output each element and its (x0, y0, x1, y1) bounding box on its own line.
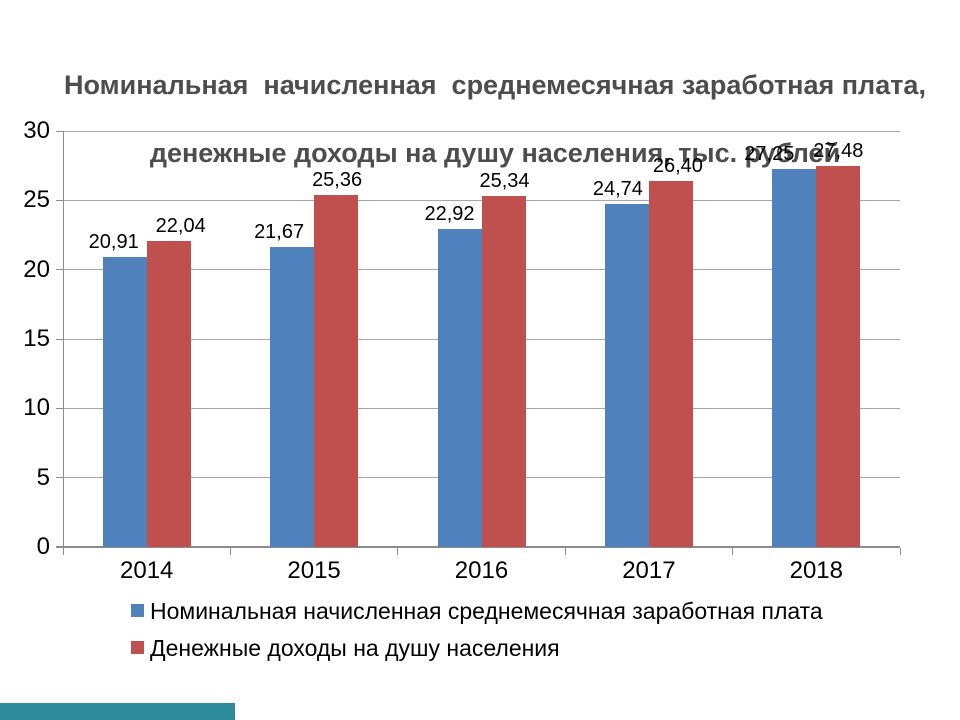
x-axis-tick (732, 548, 734, 555)
bar-income-2018 (816, 165, 861, 547)
bar-wage-2015 (270, 246, 315, 547)
y-axis-tick (56, 130, 63, 132)
bar-value-label: 27,48 (813, 139, 864, 162)
bar-value-label: 20,91 (88, 231, 139, 254)
x-axis-category-label: 2014 (120, 557, 174, 584)
y-axis-tick-label: 15 (23, 325, 50, 352)
y-axis-tick (56, 477, 63, 479)
legend-label-wage: Номинальная начисленная среднемесячная з… (150, 598, 823, 624)
legend-label-income: Денежные доходы на душу населения (150, 635, 560, 661)
x-axis-tick (899, 548, 901, 555)
x-axis-category-label: 2017 (622, 557, 676, 584)
gridline (63, 130, 900, 132)
y-axis-tick-label: 25 (23, 186, 50, 214)
bar-value-label: 22,04 (155, 215, 206, 238)
x-axis-tick (397, 548, 399, 555)
y-axis-tick-label: 20 (23, 255, 50, 283)
bar-value-label: 25,34 (479, 169, 530, 192)
bar-value-label: 27,25 (744, 143, 795, 166)
bar-wage-2016 (437, 229, 482, 547)
chart-title-line2: денежные доходы на душу населения, тыс. … (149, 138, 841, 168)
bar-value-label: 21,67 (254, 220, 305, 243)
y-axis-tick-label: 5 (36, 463, 50, 491)
y-axis-tick (56, 407, 63, 409)
bar-income-2016 (481, 195, 526, 547)
bar-income-2017 (648, 180, 693, 547)
footer-accent-bar (0, 703, 235, 720)
y-axis-tick (56, 199, 63, 201)
x-axis-tick (62, 548, 64, 555)
chart-title-line1: Номинальная начисленная среднемесячная з… (64, 70, 926, 100)
y-axis-tick (56, 269, 63, 271)
x-axis-tick (564, 548, 566, 555)
legend: Номинальная начисленная среднемесячная з… (131, 598, 931, 668)
x-axis-line (56, 546, 900, 548)
legend-swatch-income (131, 641, 144, 654)
chart-title: Номинальная начисленная среднемесячная з… (0, 34, 960, 204)
bar-income-2014 (146, 241, 191, 547)
y-axis-tick (56, 338, 63, 340)
bar-wage-2017 (604, 203, 649, 547)
x-axis-tick (229, 548, 231, 555)
legend-swatch-wage (131, 604, 144, 617)
bar-value-label: 25,36 (312, 169, 363, 192)
y-axis-tick-label: 30 (23, 117, 50, 144)
bar-value-label: 24,74 (592, 177, 643, 200)
bar-income-2015 (314, 195, 359, 547)
bar-value-label: 22,92 (424, 203, 475, 226)
x-axis-category-label: 2018 (789, 557, 843, 584)
y-axis-tick-label: 0 (36, 533, 50, 560)
y-axis-line (63, 131, 64, 554)
x-axis-category-label: 2016 (454, 557, 509, 584)
bar-wage-2014 (102, 257, 147, 547)
bar-value-label: 26,40 (652, 154, 703, 177)
bar-wage-2018 (772, 169, 817, 547)
y-axis-tick-label: 10 (23, 394, 50, 422)
x-axis-category-label: 2015 (287, 557, 341, 584)
